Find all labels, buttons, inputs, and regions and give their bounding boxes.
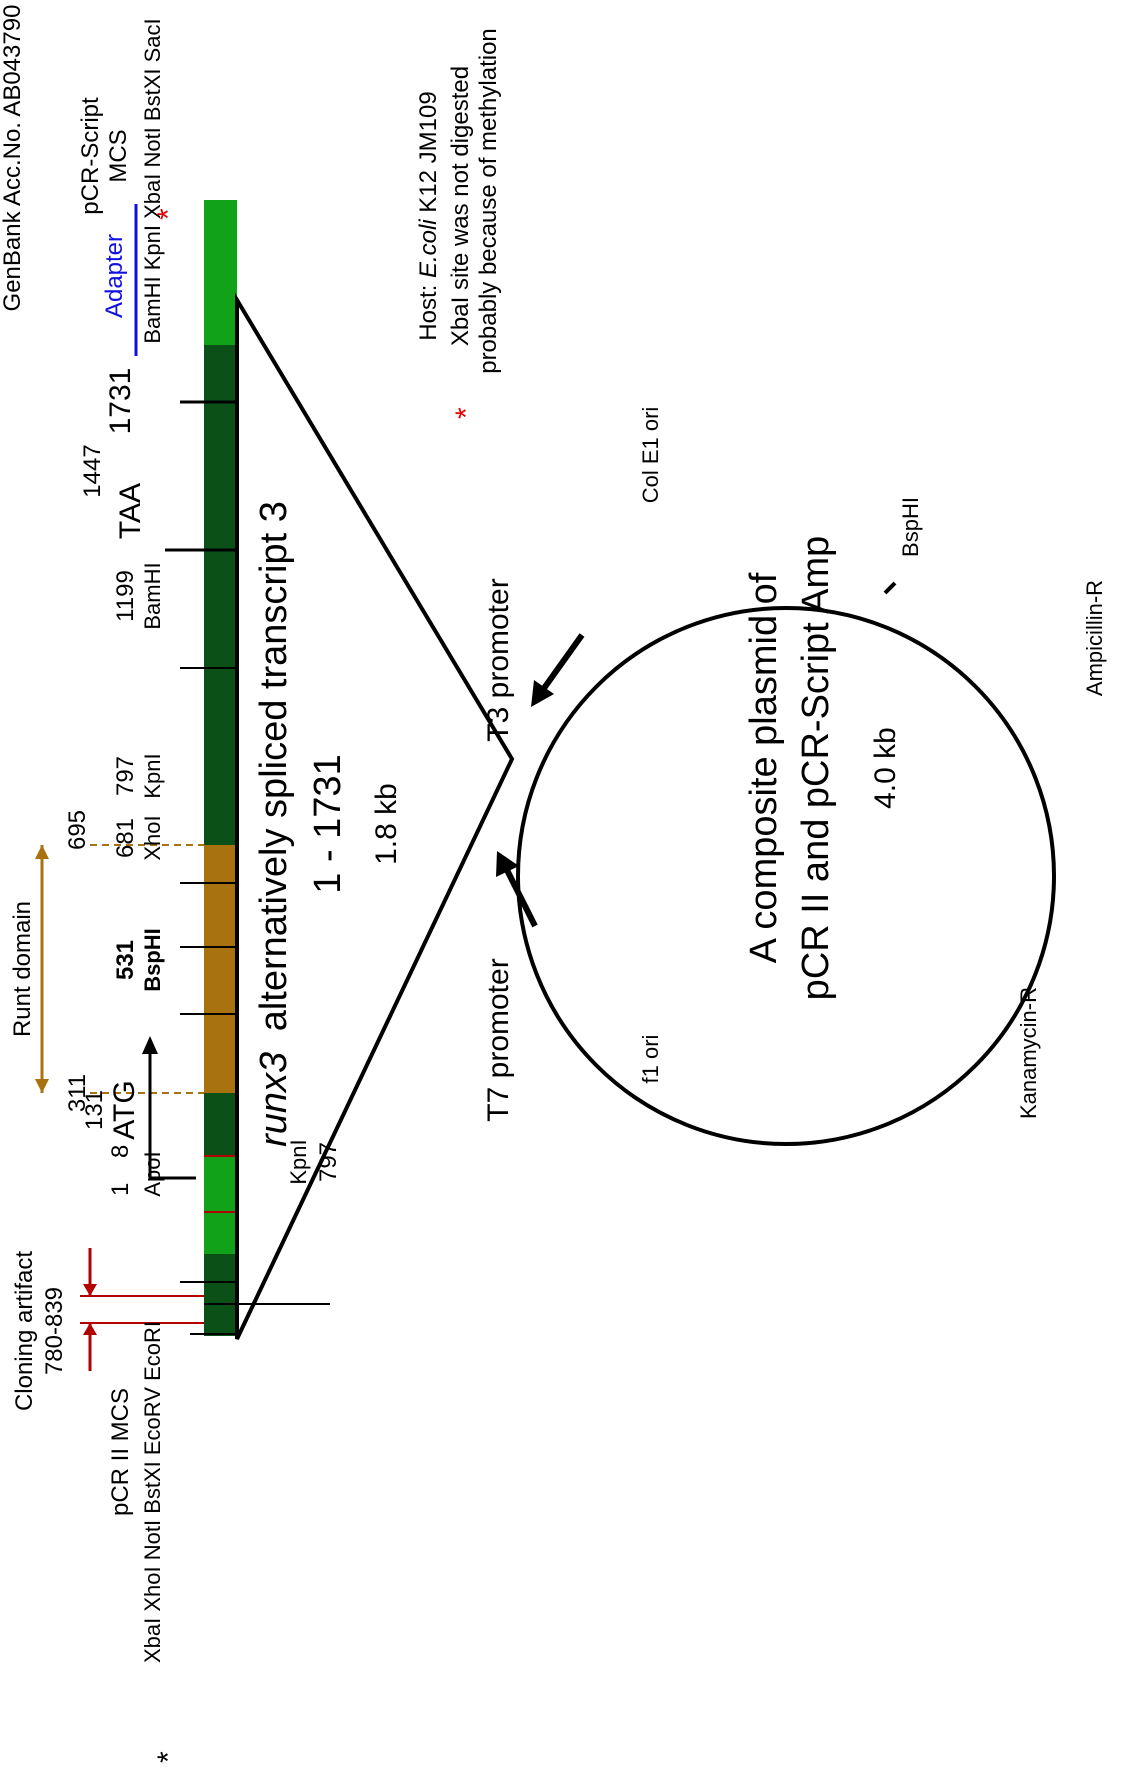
atg-start-arrow [142, 1036, 196, 1180]
cloning-artifact-marker: Cloning artifact 780-839 [11, 1248, 204, 1411]
insert-size: 1.8 kb [370, 783, 403, 865]
pcr2-mcs-sites: XbaI XhoI NotI BstXI EcoRV EcoRI [140, 1321, 165, 1663]
pos-1447-label: 1447 [79, 444, 106, 497]
pcr-script-mcs-subtitle: MCS [105, 129, 132, 182]
insert-title: runx3 alternatively spliced transcript 3… [253, 501, 403, 1147]
bsphi-tick [883, 581, 897, 595]
gene-name: runx3 [253, 1052, 295, 1147]
insert-description: alternatively spliced transcript 3 [253, 501, 295, 1031]
pos-1731-label: 1731 [104, 368, 137, 435]
insert-range: 1 - 1731 [307, 754, 349, 893]
plasmid-title-line1: A composite plasmid of [743, 572, 785, 963]
plasmid-title-line2: pCR II and pCR-Script Amp [795, 536, 837, 1001]
pos-131-label: 131 [81, 1090, 108, 1130]
pos-1-label: 1 [107, 1183, 134, 1196]
runt-domain-bracket: Runt domain 311 695 [9, 810, 204, 1112]
taa-label: TAA [114, 483, 147, 539]
adapter-label: Adapter [101, 234, 128, 318]
cloning-artifact-label: Cloning artifact [11, 1251, 38, 1411]
bar-segment-5utr-light [204, 1156, 237, 1254]
kpni-label: KpnI [140, 753, 165, 798]
genbank-accession: GenBank Acc.No. AB043790 [0, 5, 26, 312]
pos-681-label: 681 [112, 818, 139, 858]
insert-expansion-triangle [235, 292, 515, 1340]
bar-segment-cds [204, 1093, 237, 1156]
runt-domain-label: Runt domain [9, 901, 36, 1037]
bar-segment-3utr [204, 200, 237, 345]
pos-1199-label: 1199 [112, 570, 139, 622]
runt-end-label: 695 [64, 810, 91, 850]
star-marker: * [152, 208, 185, 220]
bsphi-label: BspHI [140, 928, 165, 992]
bar-segment-cds-2 [204, 345, 237, 845]
svg-text:runx3 alternatively sp: runx3 alternatively spliced transcript 3 [253, 501, 295, 1147]
pos-531-label: 531 [112, 940, 139, 980]
t3-promoter-label: T3 promoter [482, 578, 515, 741]
plasmid-circle [516, 606, 1056, 1146]
pos-797-label: 797 [112, 756, 139, 796]
t7-promoter-label: T7 promoter [482, 958, 515, 1121]
t3-promoter-arrow [531, 633, 585, 707]
apoi-label: ApoI [140, 1151, 165, 1196]
plasmid-size: 4.0 kb [869, 727, 902, 809]
runt-start-label: 311 [64, 1074, 91, 1112]
cloning-artifact-range: 780-839 [41, 1287, 68, 1375]
bsphi-plasmid-label: BspHI [898, 497, 923, 557]
f1-ori-label: f1 ori [638, 1035, 663, 1084]
star-marker: * [152, 1751, 185, 1763]
kanamycin-r-label: Kanamycin-R [1016, 987, 1041, 1119]
pcr-script-mcs-sites: BamHI KpnI XbaI NotI BstXI SacI [140, 18, 165, 343]
methylation-note-line2: probably because of methylation [475, 28, 502, 374]
kpni-lower-label: KpnI [286, 1139, 311, 1184]
star-marker: * [450, 407, 483, 419]
host-label: Host: E.coli K12 JM109 [415, 91, 442, 340]
insert-bar [165, 200, 330, 1336]
pcr-script-mcs-title: pCR-Script [77, 97, 104, 215]
bamhi-label: BamHI [140, 562, 165, 629]
col-e1-ori-label: Col E1 ori [638, 407, 663, 504]
t7-promoter-arrow [496, 851, 538, 928]
ampicillin-r-label: Ampicillin-R [1082, 580, 1107, 696]
methylation-note-line1: XbaI site was not digested [447, 66, 474, 346]
pcr2-mcs-title: pCR II MCS [107, 1388, 134, 1516]
pos-8-label: 8 [107, 1145, 134, 1158]
bar-segment-5utr [204, 1254, 237, 1336]
xhoi-label: XhoI [140, 815, 165, 860]
bar-segment-runt-domain [204, 845, 237, 1093]
atg-label: ATG [108, 1080, 141, 1139]
